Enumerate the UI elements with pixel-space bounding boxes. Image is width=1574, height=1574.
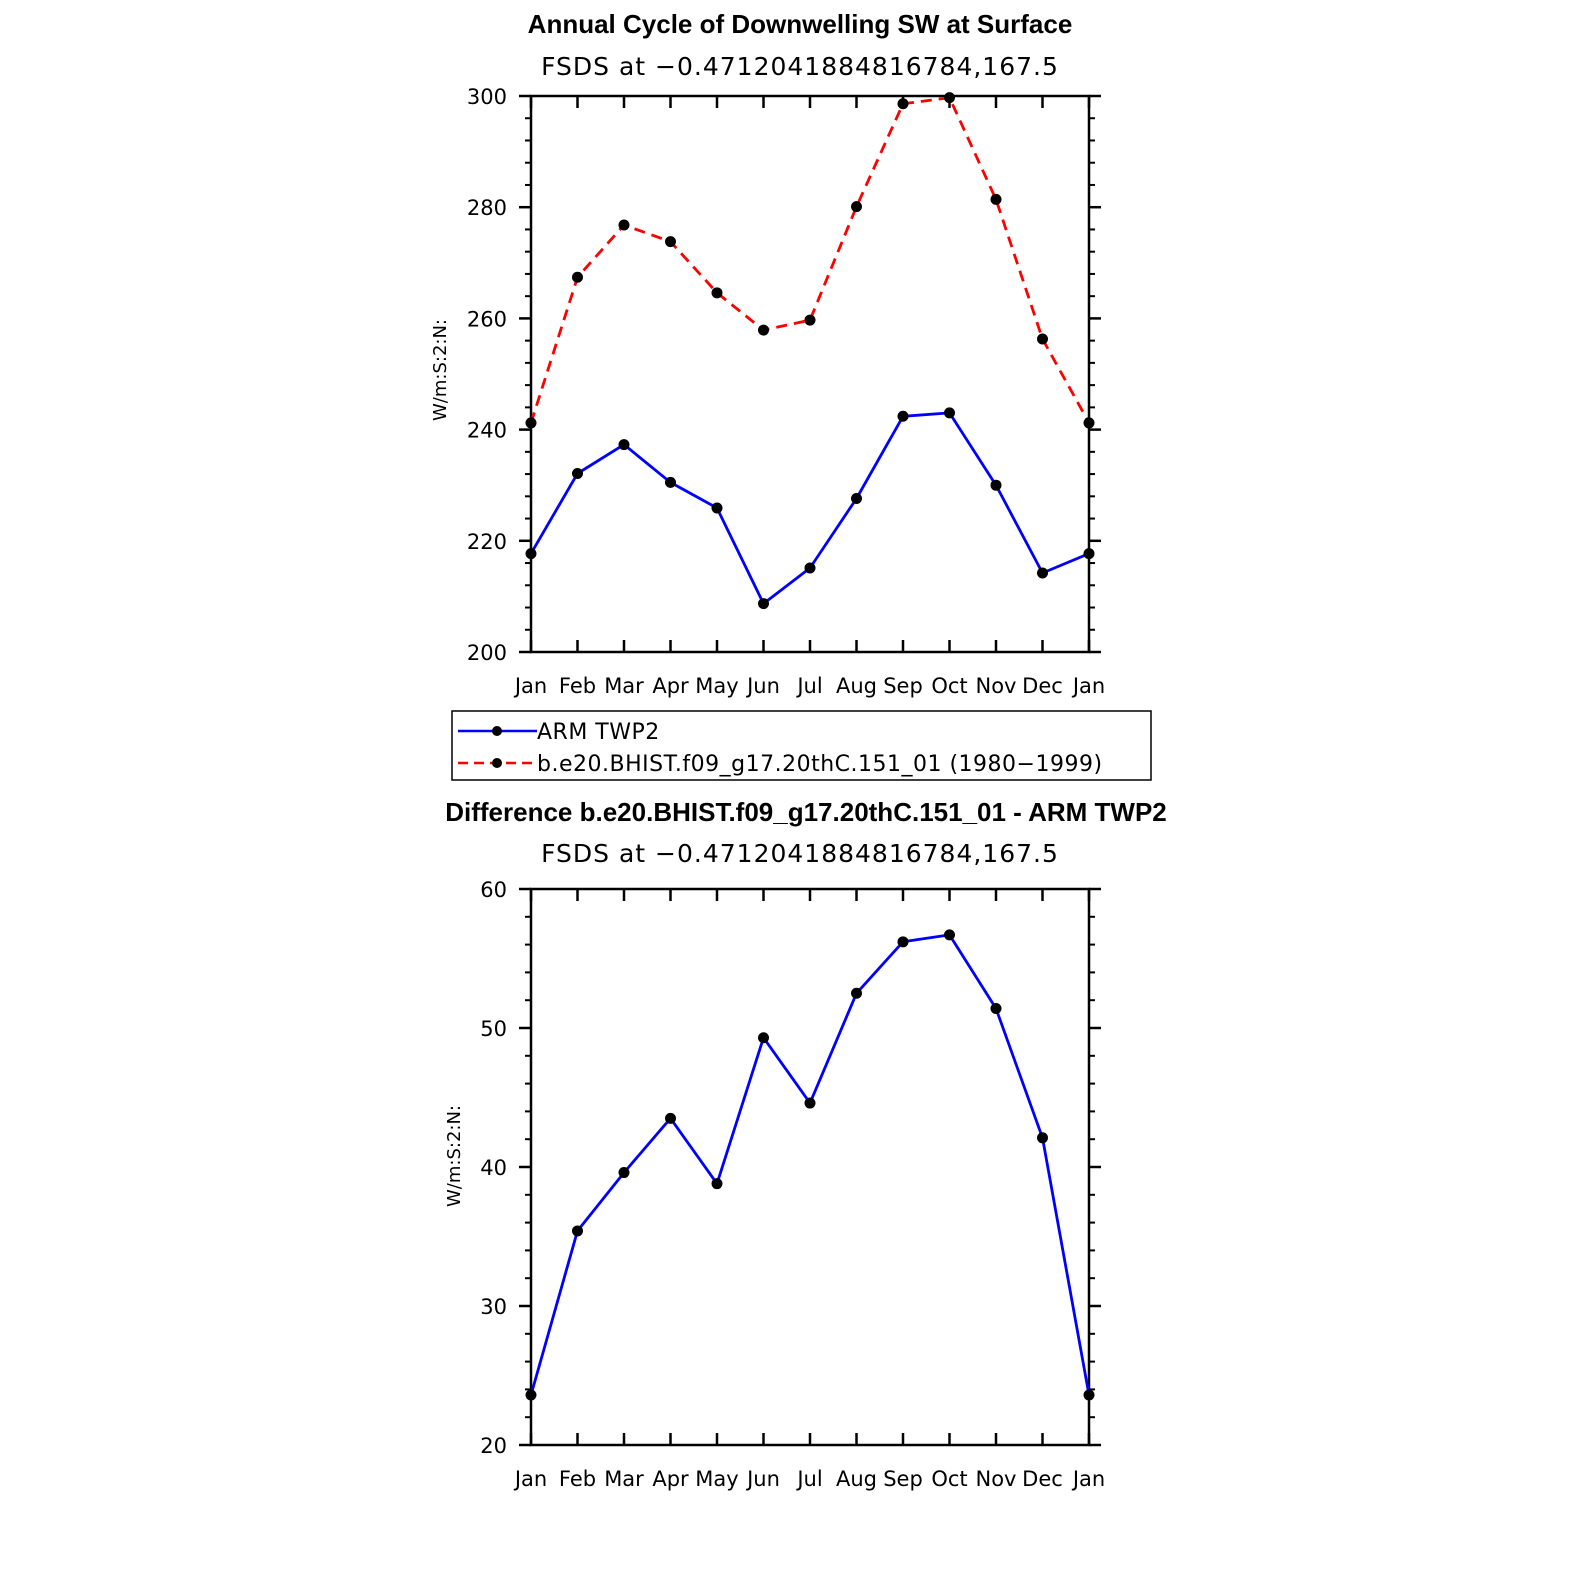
- top-data-point-1: [1083, 417, 1095, 429]
- top-x-tick-label: Jul: [795, 674, 822, 698]
- top-x-tick-label: May: [695, 674, 738, 698]
- bottom-data-point-0: [711, 1178, 723, 1190]
- bottom-title: Difference b.e20.BHIST.f09_g17.20thC.151…: [445, 797, 1167, 827]
- bottom-x-tick-label: Apr: [652, 1467, 689, 1491]
- top-data-point-1: [525, 417, 537, 429]
- bottom-data-point-0: [665, 1112, 676, 1124]
- top-data-point-0: [1037, 567, 1048, 579]
- bottom-y-tick-label: 60: [480, 878, 507, 902]
- top-data-point-1: [618, 219, 630, 231]
- top-data-point-0: [897, 410, 909, 422]
- top-data-point-1: [711, 287, 723, 299]
- top-x-tick-label: Sep: [883, 674, 923, 698]
- top-data-point-1: [1037, 333, 1048, 345]
- bottom-data-point-0: [572, 1225, 583, 1237]
- top-data-point-0: [711, 502, 723, 514]
- bottom-x-tick-label: Dec: [1022, 1467, 1063, 1491]
- bottom-x-tick-label: Jan: [513, 1467, 547, 1491]
- top-y-tick-label: 280: [467, 196, 507, 220]
- bottom-x-tick-label: Feb: [559, 1467, 596, 1491]
- bottom-x-tick-label: Mar: [604, 1467, 644, 1491]
- top-x-tick-label: Jan: [513, 674, 547, 698]
- bottom-x-tick-label: Jun: [745, 1467, 780, 1491]
- top-y-tick-label: 220: [467, 530, 507, 554]
- top-data-point-0: [851, 493, 862, 505]
- top-x-tick-label: Feb: [559, 674, 596, 698]
- top-y-axis-label: W/m:S:2:N:: [430, 319, 451, 421]
- top-data-point-1: [990, 193, 1002, 205]
- top-x-tick-label: Mar: [604, 674, 644, 698]
- top-plot-area: Jan Feb Mar Apr May Jun Jul Aug Sep Oct Nov Dec Jan2…: [467, 85, 1105, 698]
- bottom-data-point-0: [618, 1167, 630, 1179]
- bottom-y-tick-label: 30: [480, 1295, 507, 1319]
- top-data-point-1: [897, 98, 909, 110]
- top-data-point-0: [665, 476, 676, 488]
- bottom-y-axis-label: W/m:S:2:N:: [444, 1105, 465, 1207]
- legend-marker-model: [492, 758, 502, 768]
- top-data-point-0: [758, 598, 769, 610]
- bottom-y-tick-label: 50: [480, 1017, 507, 1041]
- bottom-y-tick-label: 20: [480, 1434, 507, 1458]
- bottom-series-line-0: [529, 933, 1091, 1396]
- legend-label-arm: ARM TWP2: [537, 720, 660, 745]
- legend-label-model: b.e20.BHIST.f09_g17.20thC.151_01 (1980−1…: [537, 752, 1103, 777]
- bottom-data-point-0: [804, 1097, 816, 1109]
- top-data-point-0: [1083, 548, 1095, 560]
- bottom-plot-frame: [529, 887, 1091, 1447]
- legend: ARM TWP2 b.e20.BHIST.f09_g17.20thC.151_0…: [451, 710, 1152, 781]
- top-x-tick-label: Apr: [652, 674, 689, 698]
- top-series-line-1: [529, 96, 1091, 424]
- legend-marker-arm: [492, 726, 502, 736]
- bottom-plot-area: Jan Feb Mar Apr May Jun Jul Aug Sep Oct Nov Dec Jan2…: [480, 878, 1105, 1491]
- top-data-point-0: [572, 468, 583, 480]
- bottom-x-tick-label: Sep: [883, 1467, 923, 1491]
- bottom-x-tick-label: May: [695, 1467, 738, 1491]
- bottom-y-tick-label: 40: [480, 1156, 507, 1180]
- top-y-tick-label: 200: [467, 641, 507, 665]
- top-data-point-0: [944, 407, 955, 419]
- top-x-tick-label: Jun: [745, 674, 780, 698]
- bottom-data-point-0: [851, 987, 862, 999]
- chart-bottom: Difference b.e20.BHIST.f09_g17.20thC.151…: [444, 797, 1167, 1491]
- legend-entry-arm: ARM TWP2: [458, 720, 660, 745]
- bottom-subtitle: FSDS at −0.4712041884816784,167.5: [541, 839, 1059, 868]
- top-x-tick-label: Dec: [1022, 674, 1063, 698]
- bottom-data-point-0: [897, 936, 909, 948]
- top-series-line-0: [529, 411, 1090, 605]
- bottom-data-point-0: [1083, 1389, 1095, 1401]
- top-x-tick-label: Jan: [1071, 674, 1105, 698]
- top-data-point-0: [618, 439, 630, 451]
- bottom-x-tick-label: Aug: [836, 1467, 877, 1491]
- bottom-data-point-0: [1037, 1132, 1048, 1144]
- legend-box: [451, 710, 1152, 781]
- bottom-x-tick-label: Jul: [795, 1467, 822, 1491]
- top-subtitle: FSDS at −0.4712041884816784,167.5: [541, 52, 1059, 81]
- top-data-point-1: [804, 314, 816, 326]
- top-y-tick-label: 240: [467, 419, 507, 443]
- bottom-data-point-0: [525, 1389, 537, 1401]
- bottom-data-point-0: [990, 1003, 1002, 1015]
- top-title: Annual Cycle of Downwelling SW at Surfac…: [528, 9, 1073, 39]
- top-data-point-1: [851, 201, 862, 213]
- top-x-tick-label: Oct: [931, 674, 967, 698]
- top-data-point-0: [990, 479, 1002, 491]
- legend-entry-model: b.e20.BHIST.f09_g17.20thC.151_01 (1980−1…: [458, 752, 1103, 777]
- top-y-tick-label: 260: [467, 307, 507, 331]
- top-data-point-1: [944, 92, 955, 104]
- top-data-point-0: [804, 562, 816, 574]
- top-data-point-0: [525, 548, 537, 560]
- top-x-tick-label: Nov: [976, 674, 1017, 698]
- top-x-tick-label: Aug: [836, 674, 877, 698]
- top-data-point-1: [665, 236, 676, 248]
- chart-top: Annual Cycle of Downwelling SW at Surfac…: [430, 9, 1105, 698]
- bottom-data-point-0: [944, 929, 955, 941]
- bottom-data-point-0: [758, 1032, 769, 1044]
- bottom-x-tick-label: Jan: [1071, 1467, 1105, 1491]
- top-data-point-1: [572, 271, 583, 283]
- top-data-point-1: [758, 324, 769, 336]
- top-y-tick-label: 300: [467, 85, 507, 109]
- bottom-x-tick-label: Nov: [976, 1467, 1017, 1491]
- bottom-x-tick-label: Oct: [931, 1467, 967, 1491]
